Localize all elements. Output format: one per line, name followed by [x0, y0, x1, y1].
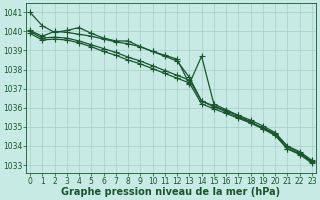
X-axis label: Graphe pression niveau de la mer (hPa): Graphe pression niveau de la mer (hPa) — [61, 187, 281, 197]
